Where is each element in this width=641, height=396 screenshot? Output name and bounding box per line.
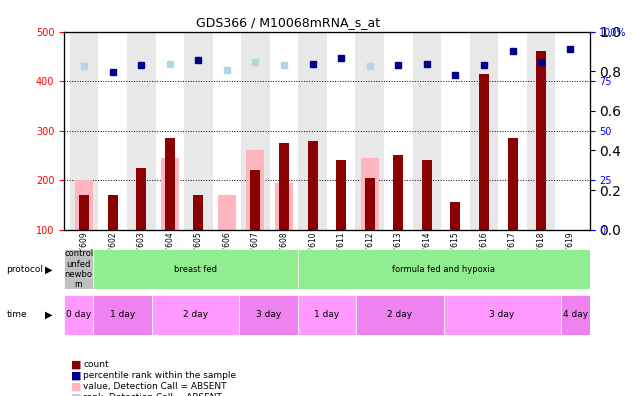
Bar [297,249,590,289]
Text: rank, Detection Call = ABSENT: rank, Detection Call = ABSENT [83,393,222,396]
Text: 2 day: 2 day [183,310,208,319]
Bar [356,32,384,230]
Bar [498,32,527,230]
Text: protocol: protocol [6,265,44,274]
Bar [308,141,318,230]
Bar [394,155,403,230]
Text: 0 day: 0 day [66,310,91,319]
Bar [527,32,556,230]
Bar [556,32,584,230]
Bar [70,32,98,230]
Text: GDS366 / M10068mRNA_s_at: GDS366 / M10068mRNA_s_at [196,16,381,29]
Bar [152,295,239,335]
Bar [297,295,356,335]
Bar [444,295,560,335]
Bar [422,160,432,230]
Text: time: time [6,310,27,319]
Bar [94,249,297,289]
Text: 1 day: 1 day [314,310,340,319]
Text: breast fed: breast fed [174,265,217,274]
Bar [98,32,127,230]
Bar [79,195,89,230]
Bar [194,195,203,230]
Bar [508,138,517,230]
Text: 4 day: 4 day [563,310,588,319]
Bar [165,138,175,230]
Text: formula fed and hypoxia: formula fed and hypoxia [392,265,495,274]
Text: 2 day: 2 day [387,310,412,319]
Bar [441,32,470,230]
Bar [94,295,152,335]
Text: value, Detection Call = ABSENT: value, Detection Call = ABSENT [83,382,227,391]
Bar [239,295,297,335]
Bar [384,32,413,230]
Bar [560,295,590,335]
Bar [213,32,241,230]
Bar [75,180,93,230]
Text: 3 day: 3 day [490,310,515,319]
Bar [184,32,213,230]
Text: ■: ■ [71,392,81,396]
Bar [356,295,444,335]
Text: ▶: ▶ [45,264,53,274]
Text: count: count [83,360,109,369]
Text: 1 day: 1 day [110,310,135,319]
Bar [127,32,156,230]
Text: ■: ■ [71,381,81,392]
Bar [64,249,94,289]
Bar [365,178,375,230]
Bar [241,32,270,230]
Text: control
unfed
newbo
rn: control unfed newbo rn [64,249,94,289]
Bar [137,168,146,230]
Bar [161,158,179,230]
Text: percentile rank within the sample: percentile rank within the sample [83,371,237,380]
Text: ■: ■ [71,359,81,369]
Bar [247,150,265,230]
Bar [479,74,489,230]
Bar [251,170,260,230]
Text: ▶: ▶ [45,310,53,320]
Bar [413,32,441,230]
Bar [361,158,379,230]
Bar [451,202,460,230]
Bar [270,32,298,230]
Bar [218,195,236,230]
Bar [156,32,184,230]
Bar [298,32,327,230]
Text: ■: ■ [71,370,81,381]
Bar [279,143,289,230]
Bar [536,51,546,230]
Bar [108,195,118,230]
Text: 3 day: 3 day [256,310,281,319]
Bar [470,32,498,230]
Bar [64,295,94,335]
Bar [275,183,293,230]
Bar [327,32,356,230]
Bar [336,160,346,230]
